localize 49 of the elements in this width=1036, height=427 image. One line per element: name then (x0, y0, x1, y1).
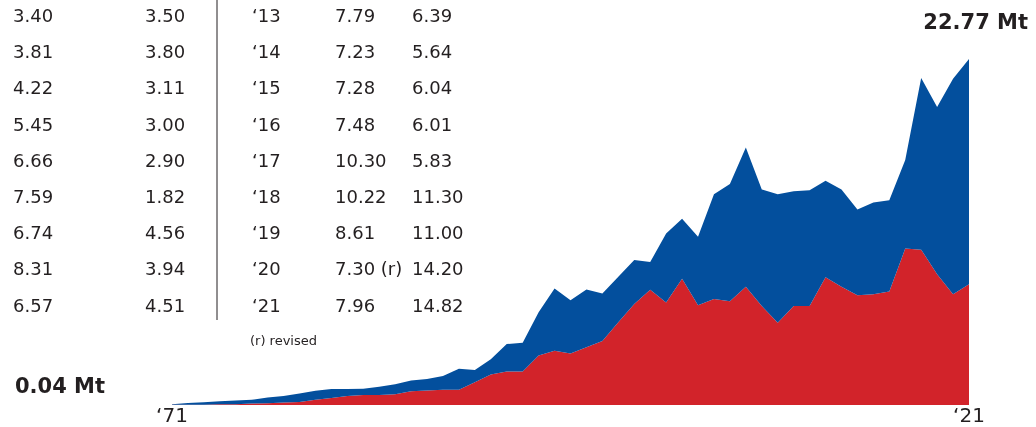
annotation: 11.30 (412, 186, 464, 207)
annotation: 6.01 (412, 113, 453, 135)
x-tick-label: ‘71 (156, 403, 188, 427)
annotation: 3.94 (145, 258, 186, 280)
text: 7.59 (13, 186, 54, 207)
annotation: ‘15 (252, 77, 281, 99)
annotation: 3.11 (145, 77, 186, 99)
annotation: 3.00 (145, 113, 186, 135)
text: 6.74 (13, 222, 54, 244)
annotation: 7.48 (335, 113, 376, 135)
text: 5.45 (13, 113, 54, 135)
annotation: 2.90 (145, 149, 186, 171)
annotation: 11.00 (412, 222, 464, 244)
text: 6.57 (13, 294, 54, 316)
annotation: ‘18 (252, 186, 281, 207)
text: 3.40 (13, 5, 54, 26)
annotation: ‘17 (252, 149, 281, 171)
annotation: 7.23 (335, 41, 376, 63)
text: 4.22 (13, 77, 54, 99)
text: ‘13 (252, 5, 281, 26)
annotation: (r) revised (250, 333, 318, 348)
text: 7.79 (335, 5, 376, 26)
annotation: ‘20 (252, 258, 281, 280)
annotation: 14.82 (412, 294, 464, 316)
annotation: ‘21 (252, 294, 281, 316)
annotation: 7.96 (335, 294, 376, 316)
annotation: 3.80 (145, 41, 186, 63)
annotation: ‘14 (252, 41, 281, 63)
text: 6.39 (412, 5, 453, 26)
annotation: 1.82 (145, 186, 186, 207)
annotation: ‘16 (252, 113, 281, 135)
annotation: 10.30 (335, 149, 387, 171)
annotation: 5.83 (412, 149, 453, 171)
annotation: 4.51 (145, 294, 186, 316)
annotation: 14.20 (412, 258, 464, 280)
text: 6.66 (13, 149, 54, 171)
text: 8.31 (13, 258, 54, 280)
text: 3.81 (13, 41, 54, 63)
annotation: ‘19 (252, 222, 281, 244)
annotation: 5.64 (412, 41, 453, 63)
text: 0.04 Mt (14, 374, 106, 398)
annotation: 6.04 (412, 77, 453, 99)
text: 3.50 (145, 5, 186, 26)
annotation: 8.61 (335, 222, 376, 244)
annotation: 4.56 (145, 222, 186, 244)
annotation: 7.28 (335, 77, 376, 99)
text: 22.77 Mt (923, 10, 1028, 34)
annotation: 7.30 (r) (335, 258, 403, 280)
annotation: 10.22 (335, 186, 387, 207)
